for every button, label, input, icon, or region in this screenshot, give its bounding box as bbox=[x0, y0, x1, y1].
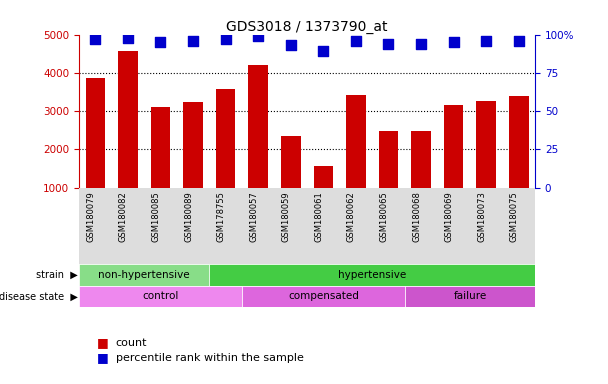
Point bbox=[123, 35, 133, 41]
Bar bbox=[86, 78, 105, 226]
Text: GSM178755: GSM178755 bbox=[216, 192, 226, 242]
Bar bbox=[477, 101, 496, 226]
Text: GSM180069: GSM180069 bbox=[444, 192, 454, 242]
Point bbox=[156, 39, 165, 45]
Bar bbox=[216, 89, 235, 226]
Point bbox=[319, 48, 328, 55]
Point bbox=[91, 36, 100, 42]
Text: GSM180062: GSM180062 bbox=[347, 192, 356, 242]
Text: ■: ■ bbox=[97, 336, 109, 349]
Text: GSM180079: GSM180079 bbox=[86, 192, 95, 242]
Bar bbox=[118, 51, 137, 226]
Text: percentile rank within the sample: percentile rank within the sample bbox=[116, 353, 303, 363]
Bar bbox=[346, 95, 365, 226]
Bar bbox=[314, 166, 333, 226]
Text: GSM180075: GSM180075 bbox=[510, 192, 519, 242]
Text: GSM180089: GSM180089 bbox=[184, 192, 193, 242]
Text: disease state  ▶: disease state ▶ bbox=[0, 291, 77, 301]
Text: compensated: compensated bbox=[288, 291, 359, 301]
Bar bbox=[405, 286, 535, 307]
Point bbox=[254, 33, 263, 39]
Point bbox=[482, 38, 491, 44]
Text: GSM180073: GSM180073 bbox=[477, 192, 486, 242]
Text: strain  ▶: strain ▶ bbox=[36, 270, 77, 280]
Bar bbox=[151, 107, 170, 226]
Bar bbox=[79, 286, 242, 307]
Point bbox=[384, 41, 393, 47]
Point bbox=[351, 38, 361, 44]
Text: hypertensive: hypertensive bbox=[338, 270, 406, 280]
Bar bbox=[444, 105, 463, 226]
Text: GSM180061: GSM180061 bbox=[314, 192, 323, 242]
Bar bbox=[379, 131, 398, 226]
Text: GSM180057: GSM180057 bbox=[249, 192, 258, 242]
Bar bbox=[281, 136, 300, 226]
Bar bbox=[183, 102, 203, 226]
Text: GSM180085: GSM180085 bbox=[151, 192, 161, 242]
Bar bbox=[249, 65, 268, 226]
Point bbox=[221, 36, 230, 42]
Title: GDS3018 / 1373790_at: GDS3018 / 1373790_at bbox=[226, 20, 388, 33]
Point bbox=[449, 39, 458, 45]
Point bbox=[416, 41, 426, 47]
Bar bbox=[411, 131, 431, 226]
Text: non-hypertensive: non-hypertensive bbox=[98, 270, 190, 280]
Text: failure: failure bbox=[454, 291, 486, 301]
Text: control: control bbox=[142, 291, 179, 301]
Bar bbox=[242, 286, 405, 307]
Point bbox=[514, 38, 523, 44]
Text: count: count bbox=[116, 338, 147, 348]
Point bbox=[188, 38, 198, 44]
Text: GSM180065: GSM180065 bbox=[379, 192, 389, 242]
Bar bbox=[509, 96, 528, 226]
Text: GSM180068: GSM180068 bbox=[412, 192, 421, 242]
Bar bbox=[209, 264, 535, 286]
Text: ■: ■ bbox=[97, 351, 109, 364]
Text: GSM180059: GSM180059 bbox=[282, 192, 291, 242]
Text: GSM180082: GSM180082 bbox=[119, 192, 128, 242]
Bar bbox=[79, 264, 209, 286]
Point bbox=[286, 42, 295, 48]
